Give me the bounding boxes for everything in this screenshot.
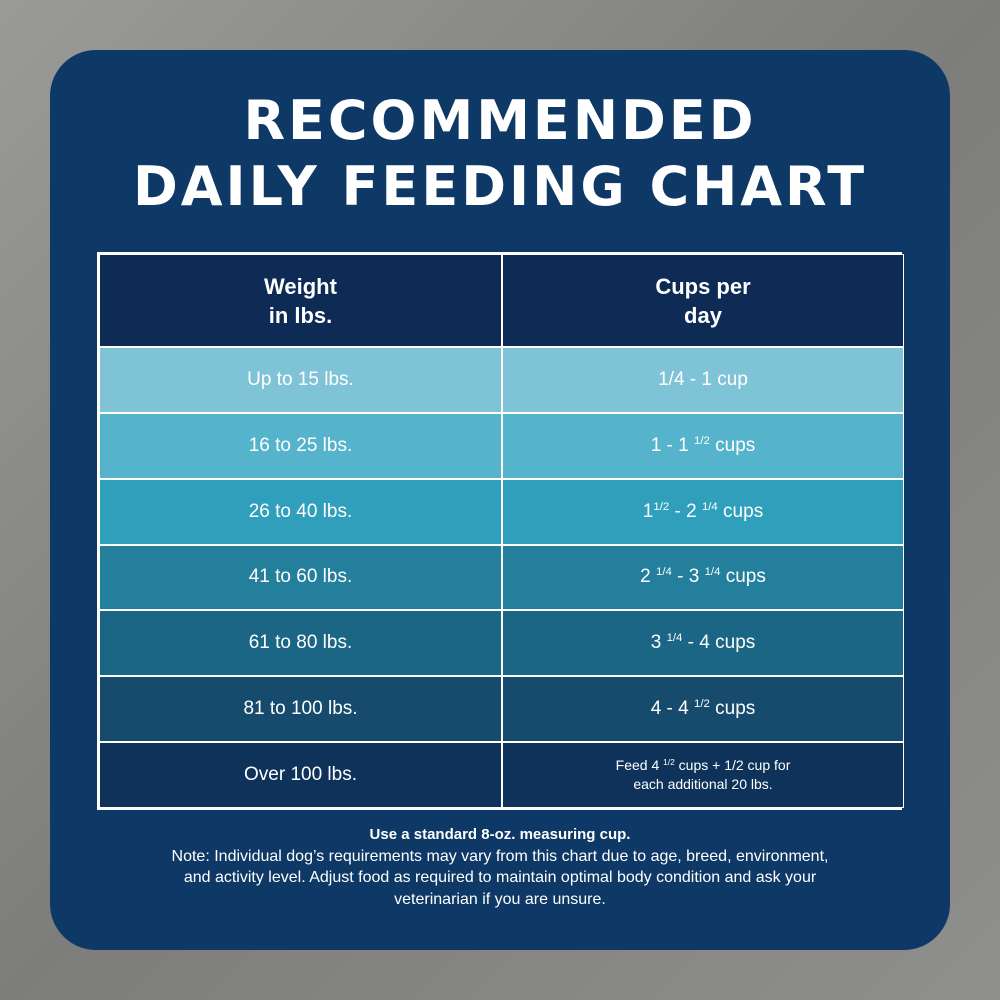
cell-line: Feed 4 1/2 cups + 1/2 cup for xyxy=(616,756,791,775)
cell-line: each additional 20 lbs. xyxy=(633,775,772,794)
table-cell: 16 to 25 lbs. xyxy=(99,412,502,479)
cell-line: 4 - 4 1/2 cups xyxy=(651,698,756,720)
table-cell: 11/2 - 2 1/4 cups xyxy=(502,478,904,545)
cell-text: cups xyxy=(720,566,766,588)
table-cell: Over 100 lbs. xyxy=(99,742,502,808)
cell-text: Weight xyxy=(264,273,337,299)
table-cell: 61 to 80 lbs. xyxy=(99,610,502,677)
title-line: RECOMMENDED xyxy=(243,89,757,152)
footer: Use a standard 8-oz. measuring cup. Note… xyxy=(0,824,1000,910)
cell-text: 3 xyxy=(650,632,667,654)
cell-text: 81 to 100 lbs. xyxy=(243,698,358,720)
cell-line: 1 - 1 1/2 cups xyxy=(651,435,756,457)
table-cell: Up to 15 lbs. xyxy=(99,347,502,413)
cell-line: 2 1/4 - 3 1/4 cups xyxy=(640,566,766,588)
cell-line: 11/2 - 2 1/4 cups xyxy=(643,501,763,523)
cell-text: Up to 15 lbs. xyxy=(247,368,354,390)
cell-text: 61 to 80 lbs. xyxy=(248,632,353,654)
cell-text: - 4 cups xyxy=(682,632,756,654)
cell-text: 1 xyxy=(642,500,654,522)
cell-text: 4 - 4 xyxy=(650,698,695,720)
cell-text: cups xyxy=(717,500,764,522)
cell-line: 1/4 - 1 cup xyxy=(658,369,748,391)
footer-note: veterinarian if you are unsure. xyxy=(394,890,606,908)
superscript: 1/4 xyxy=(701,500,718,513)
superscript: 1/4 xyxy=(656,566,672,579)
cell-line: 3 1/4 - 4 cups xyxy=(651,632,756,654)
superscript: 1/2 xyxy=(663,757,675,768)
table-cell: Feed 4 1/2 cups + 1/2 cup for each additi… xyxy=(502,742,904,808)
cell-text: 1/4 - 1 cup xyxy=(658,368,748,390)
cell-text: Feed 4 xyxy=(615,757,664,774)
table-cell: Weight in lbs. xyxy=(99,254,502,347)
table-cell: Cups per day xyxy=(502,254,904,347)
cell-text: cups xyxy=(709,434,756,456)
superscript: 1/4 xyxy=(666,632,683,645)
feeding-table: Weight in lbs. Cups per day Up to 15 lbs. 1/4… xyxy=(97,252,904,810)
cell-line: 61 to 80 lbs. xyxy=(249,632,353,654)
cell-text: each additional 20 lbs. xyxy=(633,776,773,793)
table-cell: 1/4 - 1 cup xyxy=(502,347,904,413)
cell-line: day xyxy=(684,301,722,330)
title-line: DAILY FEEDING CHART xyxy=(132,155,868,218)
table-cell: 26 to 40 lbs. xyxy=(99,478,502,545)
cell-line: 81 to 100 lbs. xyxy=(243,698,357,720)
cell-line: Weight xyxy=(264,272,337,301)
table-cell: 2 1/4 - 3 1/4 cups xyxy=(502,544,904,611)
cell-text: - 2 xyxy=(669,500,702,522)
cell-line: Over 100 lbs. xyxy=(244,764,357,786)
cell-text: cups + 1/2 cup for xyxy=(674,757,791,774)
table-cell: 41 to 60 lbs. xyxy=(99,544,502,611)
cell-text: Cups per xyxy=(655,273,751,299)
cell-text: Over 100 lbs. xyxy=(244,764,357,786)
cell-line: 16 to 25 lbs. xyxy=(249,435,353,457)
footer-bold: Use a standard 8-oz. measuring cup. xyxy=(369,826,631,843)
cell-line: Cups per xyxy=(655,272,750,301)
superscript: 1/4 xyxy=(704,566,721,579)
superscript: 1/2 xyxy=(694,698,710,711)
cell-line: Up to 15 lbs. xyxy=(247,369,354,391)
cell-text: 2 xyxy=(640,566,656,588)
cell-text: - 3 xyxy=(671,566,705,588)
superscript: 1/2 xyxy=(694,434,710,447)
cell-text: 41 to 60 lbs. xyxy=(248,566,353,588)
cell-text: 16 to 25 lbs. xyxy=(248,434,353,456)
superscript: 1/2 xyxy=(653,500,670,513)
cell-line: 26 to 40 lbs. xyxy=(249,501,353,523)
cell-text: cups xyxy=(709,698,756,720)
title: RECOMMENDED DAILY FEEDING CHART xyxy=(0,88,1000,220)
footer-note: Note: Individual dog’s requirements may … xyxy=(171,847,829,865)
table-cell: 1 - 1 1/2 cups xyxy=(502,412,904,479)
cell-text: 1 - 1 xyxy=(650,434,695,456)
table-cell: 4 - 4 1/2 cups xyxy=(502,676,904,743)
cell-text: day xyxy=(684,302,722,328)
table-cell: 3 1/4 - 4 cups xyxy=(502,610,904,677)
cell-text: in lbs. xyxy=(268,302,333,328)
table-cell: 81 to 100 lbs. xyxy=(99,676,502,743)
cell-text: 26 to 40 lbs. xyxy=(248,500,353,522)
cell-line: 41 to 60 lbs. xyxy=(249,566,353,588)
footer-note: and activity level. Adjust food as requi… xyxy=(183,869,817,886)
cell-line: in lbs. xyxy=(269,301,333,330)
